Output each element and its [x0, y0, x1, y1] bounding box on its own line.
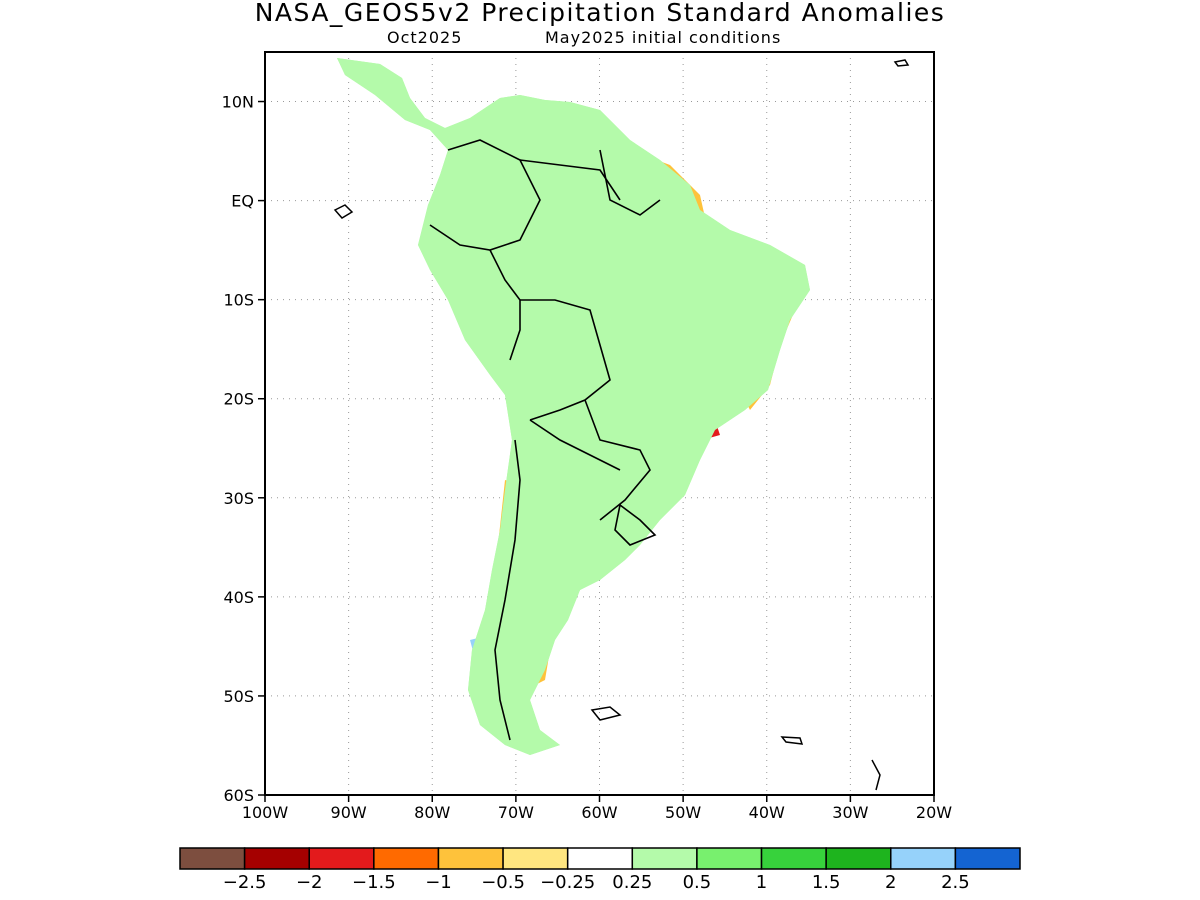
colorbar-swatch	[631, 847, 698, 870]
colorbar-swatch	[437, 847, 504, 870]
lat-tick-label: 40S	[223, 588, 254, 607]
colorbar-label: 1	[756, 872, 767, 893]
colorbar-swatch	[308, 847, 375, 870]
colorbar-swatch	[825, 847, 892, 870]
lon-tick-label: 90W	[331, 803, 367, 822]
lon-tick-label: 60W	[581, 803, 617, 822]
colorbar-label: −1.5	[352, 872, 396, 893]
lat-tick-label: 10S	[223, 291, 254, 310]
colorbar-label: 2	[885, 872, 896, 893]
chart-title: NASA_GEOS5v2 Precipitation Standard Anom…	[254, 0, 946, 27]
lon-tick-label: 100W	[242, 803, 289, 822]
colorbar-swatch	[954, 847, 1021, 870]
lon-tick-label: 20W	[916, 803, 952, 822]
lon-tick-label: 70W	[498, 803, 534, 822]
colorbar-label: 0.25	[612, 872, 652, 893]
lat-tick-label: 60S	[223, 786, 254, 805]
initial-conditions-label: May2025 initial conditions	[545, 28, 782, 47]
colorbar-swatch	[696, 847, 763, 870]
colorbar-swatch	[890, 847, 957, 870]
lon-tick-label: 40W	[749, 803, 785, 822]
colorbar-swatch	[179, 847, 246, 870]
lat-tick-label: 50S	[223, 687, 254, 706]
colorbar-swatch	[760, 847, 827, 870]
colorbar-label: 2.5	[941, 872, 970, 893]
valid-month-label: Oct2025	[387, 28, 463, 47]
colorbar-swatch	[566, 847, 634, 870]
coastline-and-borders	[336, 57, 811, 756]
colorbar-label: −2.5	[223, 872, 267, 893]
anomaly-field	[333, 57, 910, 791]
colorbar-swatch	[373, 847, 440, 870]
lat-tick-label: 10N	[222, 93, 254, 112]
colorbar-label: −2	[296, 872, 323, 893]
colorbar-label: 0.5	[683, 872, 712, 893]
colorbar-label: −1	[425, 872, 452, 893]
colorbar-label: −0.5	[481, 872, 525, 893]
lat-tick-label: EQ	[231, 192, 254, 211]
lat-tick-label: 20S	[223, 390, 254, 409]
colorbar-label: 1.5	[812, 872, 841, 893]
colorbar-label: −0.25	[540, 872, 595, 893]
colorbar: −2.5 −2 −1.5 −1 −0.5 −0.25 0.25 0.5 1 1.5 2 2.5	[179, 847, 1021, 893]
lat-tick-label: 30S	[223, 489, 254, 508]
islands	[333, 59, 910, 791]
colorbar-swatch	[502, 847, 569, 870]
colorbar-swatch	[243, 847, 310, 870]
lon-tick-label: 80W	[414, 803, 450, 822]
lon-tick-label: 50W	[665, 803, 701, 822]
lon-tick-label: 30W	[832, 803, 868, 822]
